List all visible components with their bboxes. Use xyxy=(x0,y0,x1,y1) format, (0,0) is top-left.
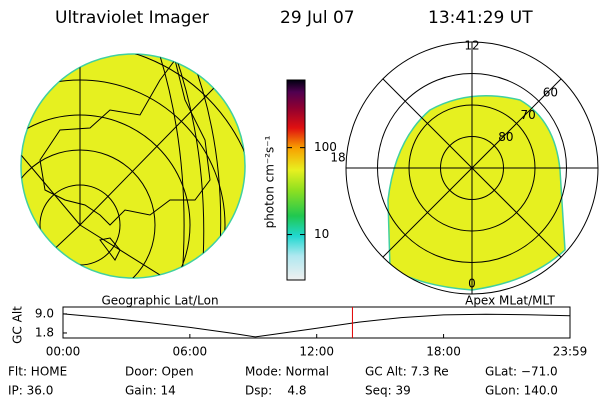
polar-axis xyxy=(382,78,562,258)
footer-field: Mode: Normal xyxy=(245,365,329,379)
footer-field: GLat: −71.0 xyxy=(485,365,558,379)
date: 29 Jul 07 xyxy=(280,8,355,28)
footer-field: Gain: 14 xyxy=(125,384,176,398)
footer-field: Flt: HOME xyxy=(8,365,67,379)
title: Ultraviolet Imager xyxy=(55,8,209,28)
altitude-frame xyxy=(62,306,571,339)
map-title: Geographic Lat/Lon xyxy=(101,294,218,308)
x-tick-label: 00:00 xyxy=(46,345,81,359)
colorbar-label: photon cm⁻²s⁻¹ xyxy=(263,135,277,228)
polar-ring-label: 70 xyxy=(521,108,536,122)
y-tick-label: 1.8 xyxy=(35,325,54,339)
footer-field: GLon: 140.0 xyxy=(485,384,558,398)
map-image xyxy=(20,53,246,279)
time: 13:41:29 UT xyxy=(428,8,533,28)
footer-field: Door: Open xyxy=(125,365,194,379)
polar-mlt-label: 18 xyxy=(330,151,345,165)
polar-image xyxy=(387,95,566,291)
altitude-line xyxy=(62,313,571,338)
y-tick-label: 9.0 xyxy=(35,306,54,320)
x-tick-label: 12:00 xyxy=(299,345,334,359)
x-tick-label: 06:00 xyxy=(173,345,208,359)
footer: Flt: HOME Door: Open Mode: Normal GC Alt: 7… xyxy=(8,365,558,398)
colorbar-tick-label: 10 xyxy=(314,227,329,241)
polar-ring xyxy=(408,104,536,232)
polar-ring-label: 80 xyxy=(498,130,513,144)
polar-ring xyxy=(377,73,567,263)
footer-field: IP: 36.0 xyxy=(8,384,53,398)
footer-field: Dsp: 4.8 xyxy=(245,384,307,398)
polar-mlt-label: 0 xyxy=(468,277,476,291)
polar-ring-label: 60 xyxy=(543,86,558,100)
altitude-label: GC Alt xyxy=(11,306,25,344)
x-tick-label: 18:00 xyxy=(426,345,461,359)
footer-field: GC Alt: 7.3 Re xyxy=(365,365,449,379)
polar-ring xyxy=(440,136,504,200)
polar-title: Apex MLat/MLT xyxy=(465,294,555,308)
polar-mlt-label: 12 xyxy=(464,39,479,53)
colorbar-tick-label: 100 xyxy=(314,140,337,154)
colorbar xyxy=(286,79,306,281)
x-tick-label: 23:59 xyxy=(553,345,588,359)
footer-field: Seq: 39 xyxy=(365,384,411,398)
